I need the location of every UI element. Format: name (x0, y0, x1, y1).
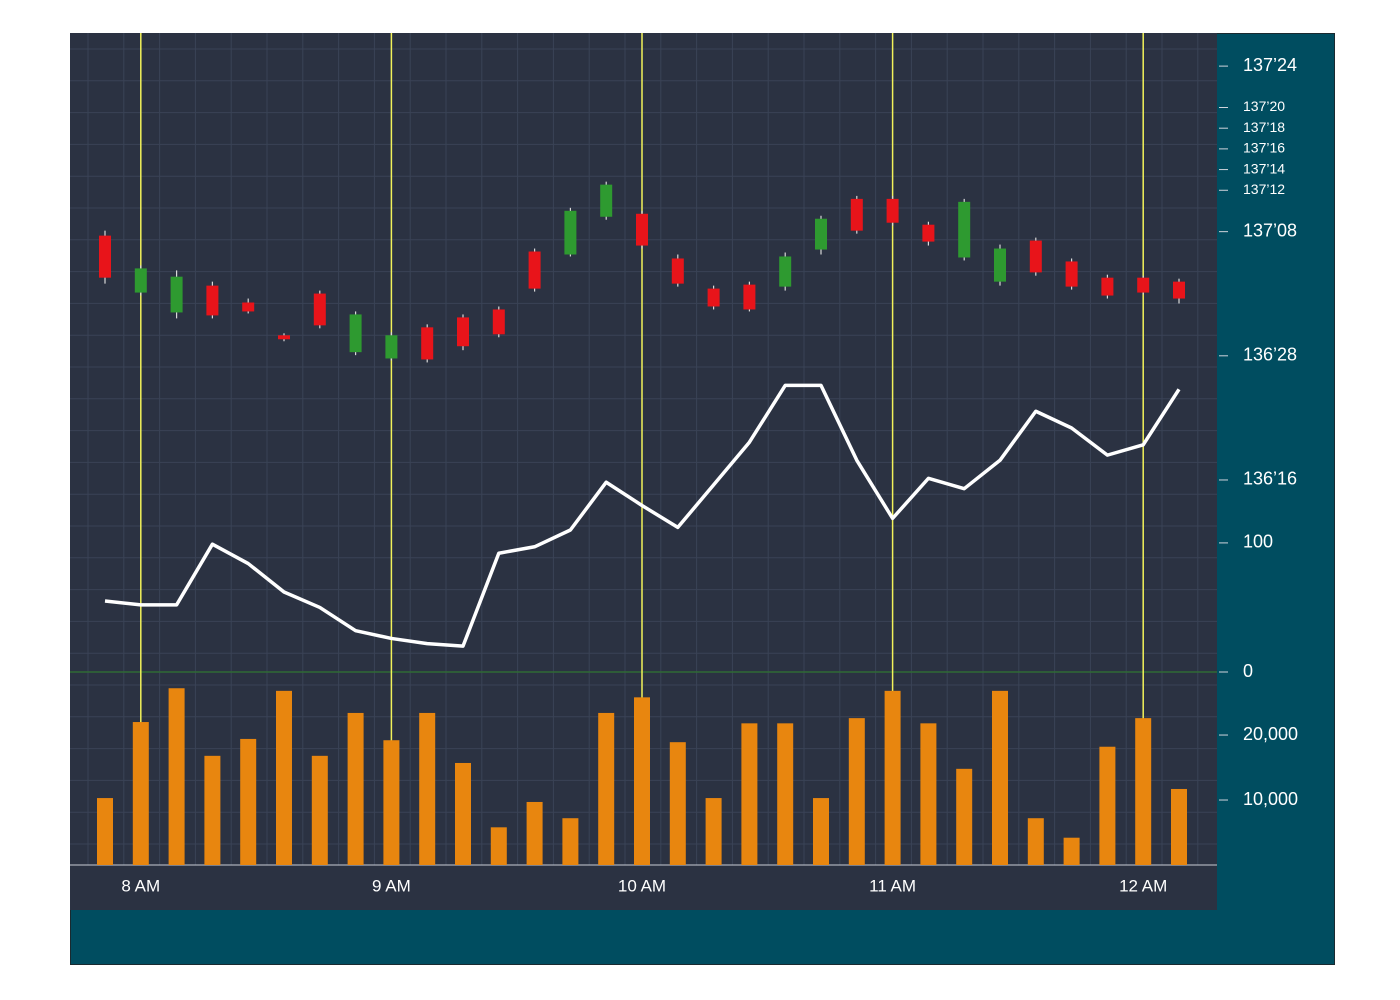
y-tick-label: 137’16 (1243, 140, 1285, 156)
candle-body (994, 248, 1006, 282)
volume-bar (1171, 788, 1187, 865)
x-tick-label: 11 AM (869, 876, 916, 895)
y-tick-label: 137’08 (1243, 220, 1297, 240)
y-tick-label: 10,000 (1243, 789, 1298, 809)
y-tick-label: 137’20 (1243, 98, 1285, 114)
volume-bar (956, 768, 973, 865)
grid (70, 33, 1217, 865)
candle-body (1065, 261, 1078, 287)
volume-bar (204, 755, 221, 865)
volume-bar (705, 798, 722, 865)
candle-body (636, 213, 648, 246)
x-tick-label: 9 AM (372, 876, 411, 895)
y-tick-label: 137’14 (1243, 160, 1285, 176)
volume-bar (311, 755, 328, 865)
candle-body (99, 235, 111, 278)
candle-body (1137, 277, 1150, 293)
volume-bar (884, 690, 901, 865)
candle-body (349, 314, 362, 353)
volume-bar (598, 712, 615, 865)
volume-bar (920, 723, 937, 865)
x-tick-label: 8 AM (121, 876, 160, 895)
candle-body (134, 268, 147, 293)
volume-bar (490, 827, 507, 865)
volume-bar (419, 712, 436, 865)
volume-bar (276, 690, 292, 865)
candle-body (779, 256, 792, 287)
y-tick-label: 20,000 (1243, 724, 1298, 744)
candle-body (206, 285, 219, 316)
x-tick-label: 10 AM (618, 876, 666, 895)
volume-bar (168, 688, 185, 865)
candle-body (671, 258, 684, 284)
volume-bar (455, 762, 471, 865)
candle-body (313, 293, 326, 326)
candle-body (564, 210, 577, 255)
candle-body (278, 335, 290, 340)
candle-body (170, 276, 183, 313)
candle-body (457, 317, 469, 347)
volume-bar (813, 798, 829, 865)
volume-bar (1063, 837, 1080, 865)
candle-body (385, 335, 398, 359)
y-tick-label: 137’12 (1243, 181, 1285, 197)
volume-bar (634, 697, 650, 865)
volume-bar (992, 690, 1008, 865)
y-tick-label: 136’28 (1243, 345, 1297, 365)
volume-bar (97, 798, 113, 865)
volume-bar (347, 712, 364, 865)
candle-body (1173, 281, 1185, 299)
volume-bar (1027, 818, 1044, 865)
volume-bar (1135, 718, 1152, 865)
y-tick-label: 137’24 (1243, 55, 1297, 75)
y-tick-label: 0 (1243, 661, 1253, 681)
candle-body (1029, 240, 1042, 273)
volume-bar (383, 740, 400, 865)
indicator-line (104, 383, 1181, 648)
candle-body (850, 198, 863, 231)
volume-bar (132, 722, 149, 865)
candle-body (707, 288, 720, 307)
volume-bar (669, 742, 686, 865)
candle-body (528, 251, 541, 289)
candle-body (421, 327, 434, 360)
volume-bar (777, 723, 794, 865)
candle-body (958, 201, 971, 258)
volume-bar (741, 723, 758, 865)
volume-bar (1099, 746, 1116, 865)
candle-body (922, 224, 935, 242)
candle-body (492, 309, 505, 335)
candle-body (600, 184, 613, 217)
candle-body (242, 302, 255, 312)
candle-body (1101, 277, 1114, 296)
candle-body (886, 198, 899, 223)
volume-bar (562, 818, 579, 865)
volume-bar (848, 718, 865, 865)
y-tick-label: 100 (1243, 532, 1273, 552)
candle-body (815, 218, 827, 250)
volume-bar (240, 738, 257, 865)
volume-bar (526, 801, 543, 865)
y-tick-label: 137’18 (1243, 119, 1285, 135)
x-tick-label: 12 AM (1119, 876, 1167, 895)
candle-body (743, 284, 756, 310)
y-tick-label: 136’16 (1243, 469, 1297, 489)
